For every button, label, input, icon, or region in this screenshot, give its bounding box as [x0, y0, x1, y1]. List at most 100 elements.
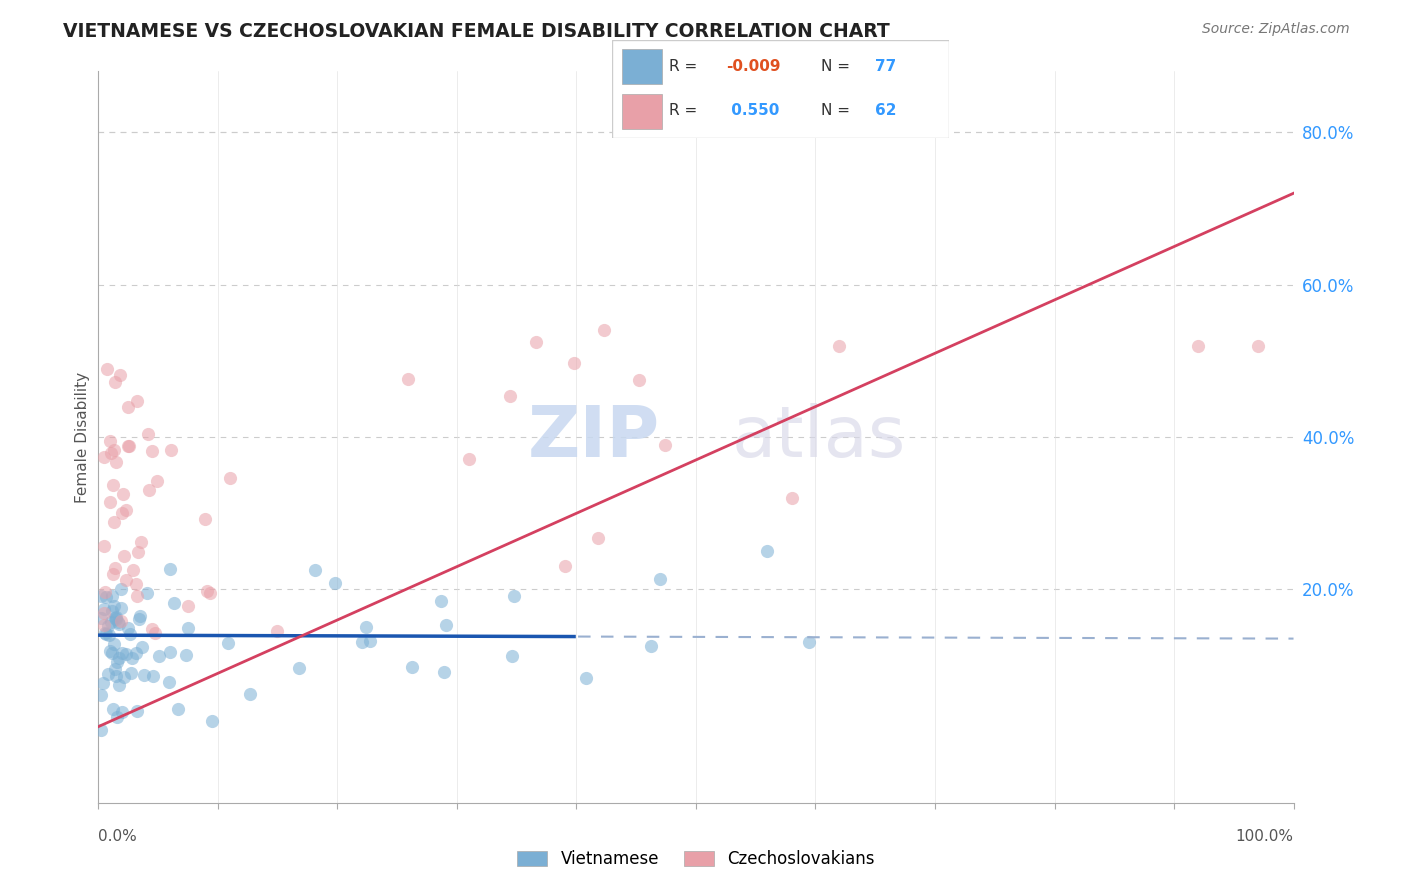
Point	[103, 515, 125, 529]
Point	[142, 668, 165, 682]
Point	[143, 625, 166, 640]
Point	[828, 339, 851, 353]
Y-axis label: Female Disability: Female Disability	[75, 371, 90, 503]
Point	[107, 615, 129, 630]
Point	[128, 608, 150, 623]
Point	[98, 494, 121, 508]
Point	[429, 594, 451, 608]
Point	[98, 644, 121, 658]
Point	[117, 401, 139, 415]
Point	[501, 649, 523, 664]
Point	[562, 355, 585, 369]
Point	[104, 662, 127, 676]
Point	[101, 604, 124, 618]
Point	[129, 535, 152, 549]
Point	[125, 704, 148, 718]
Point	[94, 626, 117, 640]
Point	[457, 452, 479, 467]
Point	[138, 427, 160, 442]
Point	[239, 688, 262, 702]
Point	[1187, 339, 1209, 353]
Point	[94, 585, 117, 599]
Text: ZIP: ZIP	[527, 402, 661, 472]
Point	[650, 572, 672, 586]
Point	[105, 610, 128, 624]
Point	[111, 646, 134, 660]
Point	[94, 627, 117, 641]
Point	[177, 621, 200, 635]
Point	[107, 651, 129, 665]
Point	[128, 612, 150, 626]
Point	[177, 599, 200, 614]
Point	[146, 474, 169, 488]
Point	[103, 637, 125, 651]
FancyBboxPatch shape	[621, 49, 662, 85]
Point	[100, 446, 122, 460]
Point	[93, 618, 115, 632]
Point	[554, 558, 576, 573]
Point	[115, 503, 138, 517]
Text: 0.0%: 0.0%	[98, 830, 138, 845]
Point	[101, 646, 124, 660]
Point	[103, 599, 125, 613]
Point	[111, 506, 134, 520]
Point	[110, 600, 132, 615]
Point	[127, 545, 149, 559]
Text: atlas: atlas	[733, 402, 907, 472]
Point	[138, 483, 160, 498]
Point	[433, 665, 456, 679]
Point	[104, 669, 127, 683]
Point	[217, 636, 239, 650]
Point	[125, 576, 148, 591]
Point	[103, 567, 125, 582]
Point	[91, 675, 114, 690]
Point	[108, 616, 131, 631]
Point	[93, 602, 115, 616]
Point	[105, 710, 128, 724]
Point	[101, 477, 124, 491]
Point	[141, 623, 163, 637]
Point	[120, 627, 142, 641]
Point	[110, 582, 132, 596]
Point	[103, 443, 125, 458]
Point	[104, 455, 127, 469]
Point	[159, 645, 181, 659]
Point	[93, 539, 115, 553]
Point	[194, 512, 217, 526]
Point	[97, 618, 120, 632]
Text: N =: N =	[821, 103, 849, 119]
Point	[97, 666, 120, 681]
Legend: Vietnamese, Czechoslovakians: Vietnamese, Czechoslovakians	[510, 844, 882, 875]
Point	[96, 590, 118, 604]
Point	[90, 611, 112, 625]
Point	[110, 615, 132, 629]
Point	[121, 563, 143, 577]
Point	[96, 362, 118, 376]
Point	[132, 667, 155, 681]
Point	[797, 635, 820, 649]
Point	[780, 491, 803, 505]
Point	[593, 323, 616, 337]
Point	[127, 589, 149, 603]
Point	[105, 655, 128, 669]
Point	[288, 661, 311, 675]
Point	[115, 573, 138, 587]
Point	[108, 368, 131, 382]
Point	[359, 634, 381, 648]
Point	[1247, 339, 1270, 353]
Point	[100, 615, 122, 629]
Point	[586, 531, 609, 545]
Text: 0.550: 0.550	[727, 103, 780, 119]
Point	[396, 372, 419, 386]
Text: R =: R =	[669, 103, 697, 119]
Text: VIETNAMESE VS CZECHOSLOVAKIAN FEMALE DISABILITY CORRELATION CHART: VIETNAMESE VS CZECHOSLOVAKIAN FEMALE DIS…	[63, 22, 890, 41]
Point	[503, 590, 526, 604]
Point	[640, 639, 662, 653]
Point	[120, 666, 142, 681]
Point	[108, 677, 131, 691]
Point	[266, 624, 288, 638]
Point	[100, 434, 122, 448]
Point	[498, 389, 520, 403]
Point	[756, 544, 779, 558]
Point	[131, 640, 153, 654]
